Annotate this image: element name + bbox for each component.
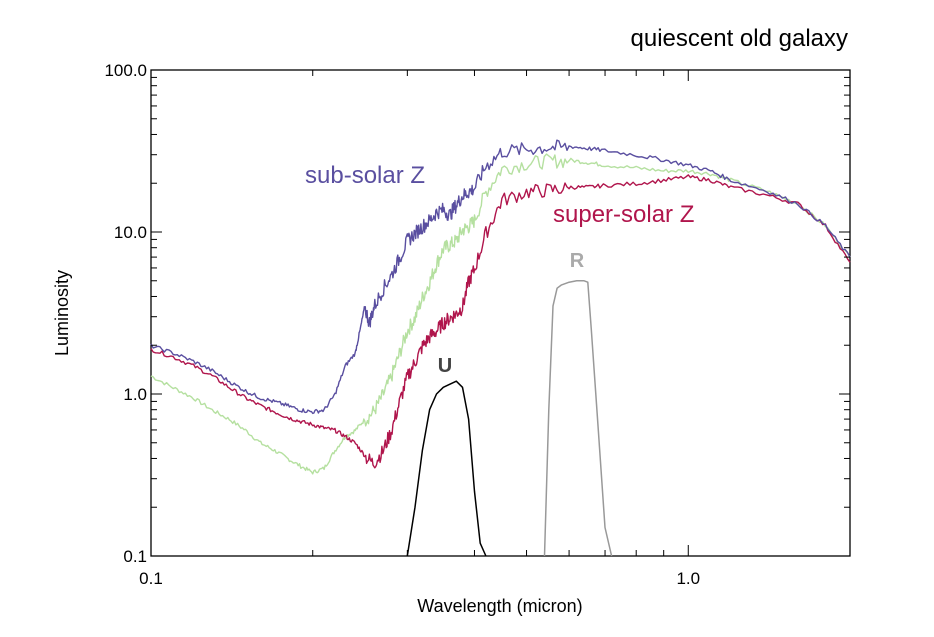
series-label-super-solar: super-solar Z [553, 201, 694, 228]
series-line-sub-solar [150, 139, 851, 415]
x-axis-title: Wavelength (micron) [417, 596, 582, 616]
y-tick-label: 1.0 [123, 385, 147, 404]
filter-curve-u [406, 380, 487, 557]
series-line-intermediate [150, 153, 851, 475]
chart-title: quiescent old galaxy [631, 25, 848, 52]
y-tick-label: 100.0 [104, 61, 147, 80]
series-line-super-solar [150, 174, 851, 469]
x-tick-label: 0.1 [139, 569, 163, 588]
filter-layer [406, 280, 613, 557]
y-tick-label: 10.0 [114, 223, 147, 242]
plot-frame [150, 69, 851, 557]
y-axis-title: Luminosity [52, 270, 72, 356]
filter-label-r: R [570, 250, 585, 272]
plot-area [150, 69, 851, 557]
x-tick-label: 1.0 [676, 569, 700, 588]
tick-layer [150, 69, 851, 557]
filter-label-u: U [438, 355, 452, 377]
tick-label-layer: 0.1 1.0 0.1 1.0 10.0 100.0 [104, 61, 700, 588]
y-tick-label: 0.1 [123, 547, 147, 566]
series-label-sub-solar: sub-solar Z [305, 162, 425, 189]
series-layer [150, 139, 851, 475]
filter-curve-r [543, 280, 613, 557]
